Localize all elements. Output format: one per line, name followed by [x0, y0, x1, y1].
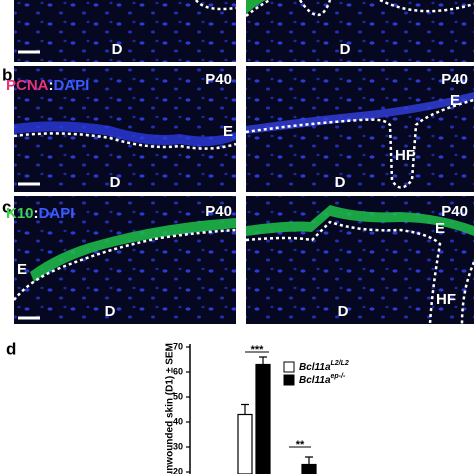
legend-swatch: [283, 361, 295, 373]
panel-letter: d: [6, 339, 16, 358]
y-tick-label: 20: [173, 466, 183, 474]
epidermis: [246, 92, 474, 134]
legend-superscript: ep-/-: [331, 373, 346, 380]
region-label: HF: [436, 291, 456, 308]
error-bar: [259, 356, 267, 365]
micrograph: [246, 0, 474, 62]
region-label: D: [335, 174, 346, 191]
region-label: D: [110, 174, 121, 191]
bar: [237, 413, 253, 474]
region-label: D: [340, 41, 351, 58]
bar: [255, 363, 271, 474]
region-label: D: [112, 41, 123, 58]
region-label: E: [450, 92, 460, 109]
boundary: [245, 220, 474, 325]
legend-name: Bcl11a: [299, 375, 331, 386]
panel-letter: c: [2, 197, 11, 216]
region-label: D: [105, 303, 116, 320]
epidermis: [14, 121, 236, 147]
panel-a: D D: [14, 0, 474, 62]
error-bar: [241, 403, 249, 415]
panel-c: c K10:DAPI P40 E D P40 E HF D: [2, 196, 474, 325]
y-axis-label: unwounded skin (D1) ± SEM: [165, 343, 176, 474]
age-label: P40: [205, 71, 232, 88]
region-label: E: [223, 123, 233, 140]
significance-label: **: [296, 439, 305, 451]
epidermis: [246, 0, 266, 14]
y-tick-label: 60: [173, 366, 183, 376]
stain-label: K10:DAPI: [6, 205, 74, 222]
boundary: [245, 98, 474, 189]
panel-b: b PCNA:DAPI P40 E D P40 E HF D: [2, 65, 474, 192]
legend-superscript: L2/L2: [331, 360, 349, 367]
stain-label: PCNA:DAPI: [6, 77, 89, 94]
y-tick-label: 30: [173, 441, 183, 451]
legend-swatch: [283, 374, 295, 386]
legend-name: Bcl11a: [299, 362, 331, 373]
region-label: HF: [395, 147, 415, 164]
y-tick-label: 40: [173, 416, 183, 426]
region-label: D: [338, 303, 349, 320]
panel-letter: b: [2, 65, 12, 84]
bar-chart: d unwounded skin (D1) ± SEM 20 30 40 50 60 70…: [6, 339, 349, 474]
region-label: E: [17, 261, 27, 278]
age-label: P40: [441, 203, 468, 220]
epidermis: [30, 218, 236, 282]
boundary: [245, 0, 474, 17]
y-tick-label: 50: [173, 391, 183, 401]
epidermis: [246, 205, 474, 236]
error-bar: [305, 456, 313, 465]
legend-label: Bcl11aep-/-: [299, 373, 346, 386]
y-tick-label: 70: [173, 341, 183, 351]
region-label: E: [435, 220, 445, 237]
significance-label: ***: [251, 344, 265, 356]
age-label: P40: [441, 71, 468, 88]
boundary: [195, 0, 237, 11]
boundary: [13, 132, 237, 150]
bar: [301, 463, 317, 474]
age-label: P40: [205, 203, 232, 220]
boundary: [13, 228, 237, 301]
legend-label: Bcl11aL2/L2: [299, 360, 349, 373]
micrograph: [14, 0, 236, 62]
